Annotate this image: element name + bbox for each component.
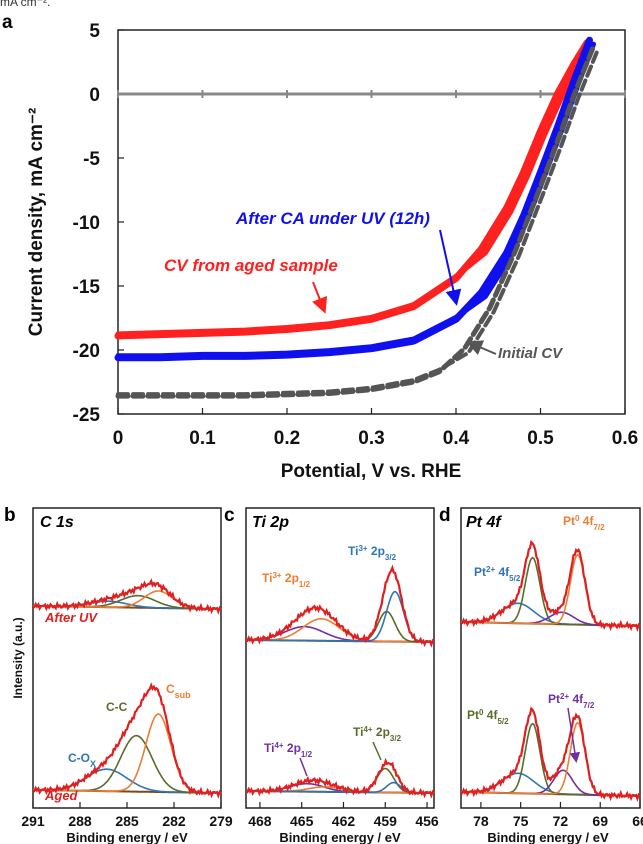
panel-d-x-ticks: 78 75 72 69 66: [473, 802, 643, 829]
xps-envelope: [246, 564, 435, 648]
label-ti3-2p32: Ti3+ 2p3/2: [348, 544, 397, 562]
panel-c-curves: [246, 564, 435, 799]
label-aged: Aged: [44, 788, 79, 803]
panel-b-frame: [32, 507, 222, 809]
y-tick-label: -15: [73, 277, 101, 298]
panel-a: 5 0 -5 -10 -15 -20 -25 0 0.1 0.2 0.3 0.4 0.5 0.6 Pot…: [26, 21, 638, 482]
xps-envelope: [33, 682, 222, 799]
x-tick-label: 0.1: [189, 428, 216, 449]
label-ti4-2p12: Ti4+ 2p1/2: [264, 741, 313, 759]
label-csub: Csub: [166, 682, 191, 700]
annotation-initial: Initial CV: [498, 345, 564, 362]
panel-a-y-ticks: 5 0 -5 -10 -15 -20 -25: [73, 21, 124, 426]
x-tick-label: 0.4: [443, 428, 470, 449]
series-return-initial: [116, 49, 599, 397]
xps-x-tick-label: 66: [632, 813, 643, 829]
arrow-initial: [466, 340, 497, 356]
panel-d-curves: [461, 539, 641, 802]
x-tick-label: 0.6: [612, 428, 638, 449]
label-pt2-4f52: Pt2+ 4f5/2: [474, 565, 521, 583]
xps-x-tick-label: 72: [553, 813, 569, 829]
xps-x-tick-label: 468: [248, 813, 272, 829]
xps-x-tick-label: 279: [209, 813, 233, 829]
arrow-ti4-2p32: [372, 741, 382, 761]
panel-a-x-ticks: 0 0.1 0.2 0.3 0.4 0.5 0.6: [113, 90, 638, 449]
xps-x-tick-label: 456: [415, 813, 439, 829]
panel-d-frame: [460, 507, 641, 809]
arrow-after-ca: [439, 229, 462, 306]
panel-c-x-ticks: 468 465 462 459 456: [248, 802, 439, 829]
xps-x-tick-label: 285: [115, 813, 139, 829]
panel-c-title: Ti 2p: [252, 514, 289, 531]
panel-c: Ti 2p Ti3+ 2p3/2 Ti3+ 2p1/2 Ti4+ 2p1/2 T…: [245, 507, 439, 844]
xps-x-tick-label: 462: [332, 813, 356, 829]
y-tick-label: 0: [89, 85, 100, 106]
xps-x-tick-label: 282: [162, 813, 186, 829]
x-tick-label: 0: [113, 428, 124, 449]
panel-a-series: [114, 36, 599, 399]
label-pt0-4f72: Pt0 4f7/2: [563, 514, 605, 532]
x-tick-label: 0.5: [527, 428, 554, 449]
header-fragment: mA cm⁻².: [0, 0, 50, 9]
label-after-uv: After UV: [44, 610, 98, 625]
label-ti3-2p12: Ti3+ 2p1/2: [262, 571, 311, 589]
panel-b-xlabel: Binding energy / eV: [66, 830, 188, 844]
panel-c-xlabel: Binding energy / eV: [279, 830, 401, 844]
xps-x-tick-label: 465: [290, 813, 314, 829]
xps-x-tick-label: 75: [513, 813, 529, 829]
panel-letter-b: b: [4, 505, 16, 526]
panel-a-xlabel: Potential, V vs. RHE: [281, 461, 462, 482]
panel-b-ylabel: Intensity (a.u.): [11, 617, 25, 698]
panel-d: Pt 4f Pt0 4f7/2 Pt2+ 4f5/2 Pt2+ 4f7/2 Pt…: [460, 507, 643, 844]
xps-x-tick-label: 288: [68, 813, 92, 829]
xps-x-tick-label: 459: [374, 813, 398, 829]
y-tick-label: -5: [83, 149, 100, 170]
panel-d-title: Pt 4f: [466, 514, 502, 531]
xps-x-tick-label: 291: [21, 813, 45, 829]
x-tick-label: 0.3: [358, 428, 384, 449]
y-tick-label: -20: [73, 341, 100, 362]
annotation-aged: CV from aged sample: [164, 256, 338, 275]
arrow-pt2-4f72: [567, 707, 581, 763]
series-return-after_ca: [115, 41, 596, 359]
y-tick-label: -10: [73, 213, 100, 234]
label-ti4-2p32: Ti4+ 2p3/2: [353, 725, 402, 743]
xps-envelope: [246, 757, 435, 799]
label-c-c: C-C: [106, 700, 128, 714]
label-pt0-4f52: Pt0 4f5/2: [467, 708, 509, 726]
xps-envelope: [33, 578, 222, 615]
panel-b: C 1s After UV Aged Csub C-C C-OX 291 288 2…: [11, 507, 233, 844]
panel-b-title: C 1s: [40, 514, 74, 531]
xps-x-tick-label: 69: [592, 813, 608, 829]
label-pt2-4f72: Pt2+ 4f7/2: [548, 692, 595, 710]
xps-envelope: [461, 706, 641, 802]
panel-a-ylabel: Current density, mA cm⁻²: [26, 108, 47, 337]
panel-letter-a: a: [2, 12, 13, 33]
panel-b-x-ticks: 291 288 285 282 279: [21, 802, 233, 829]
x-tick-label: 0.2: [274, 428, 300, 449]
panel-c-frame: [245, 507, 435, 809]
xps-envelope: [461, 539, 641, 632]
series-line-aged: [114, 39, 591, 340]
panel-letter-c: c: [224, 505, 235, 526]
xps-component: [33, 734, 221, 794]
y-tick-label: -25: [73, 405, 101, 426]
panel-letter-d: d: [439, 505, 451, 526]
xps-x-tick-label: 78: [473, 813, 489, 829]
panel-b-curves: [33, 578, 222, 799]
panel-d-xlabel: Binding energy / eV: [487, 830, 609, 844]
series-return-aged: [115, 44, 594, 337]
label-c-ox: C-OX: [68, 751, 96, 769]
arrow-aged: [312, 281, 328, 314]
annotation-after-ca: After CA under UV (12h): [235, 209, 430, 228]
arrow-ti4-2p12: [299, 757, 308, 777]
xps-component: [246, 618, 434, 643]
y-tick-label: 5: [89, 21, 100, 42]
